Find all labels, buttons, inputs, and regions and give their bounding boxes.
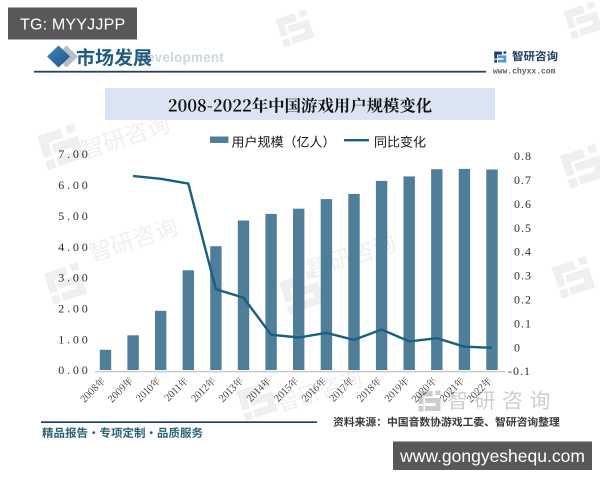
svg-text:0: 0 <box>514 340 521 354</box>
svg-text:www.gongyeshequ.com: www.gongyeshequ.com <box>399 446 585 466</box>
svg-text:0.6: 0.6 <box>514 197 532 211</box>
svg-text:3.00: 3.00 <box>58 271 90 285</box>
svg-text:5.00: 5.00 <box>58 209 90 223</box>
svg-text:0.3: 0.3 <box>514 269 532 283</box>
svg-text:1.00: 1.00 <box>58 332 90 346</box>
svg-text:7.00: 7.00 <box>58 147 90 161</box>
svg-text:0.5: 0.5 <box>514 221 532 235</box>
svg-text:0.1: 0.1 <box>514 316 532 330</box>
svg-text:0.4: 0.4 <box>514 245 532 259</box>
svg-text:TG: MYYJJPP: TG: MYYJJPP <box>20 17 125 34</box>
svg-text:0.2: 0.2 <box>514 293 532 307</box>
svg-text:0.00: 0.00 <box>58 363 90 377</box>
svg-text:0.7: 0.7 <box>514 173 532 187</box>
svg-text:4.00: 4.00 <box>58 240 90 254</box>
svg-text:2.00: 2.00 <box>58 302 90 316</box>
svg-text:Development: Development <box>137 50 224 65</box>
svg-text:-0.1: -0.1 <box>508 364 531 378</box>
svg-text:0.8: 0.8 <box>514 149 532 163</box>
svg-text:www.chyxx.com: www.chyxx.com <box>493 68 556 77</box>
svg-text:6.00: 6.00 <box>58 178 90 192</box>
